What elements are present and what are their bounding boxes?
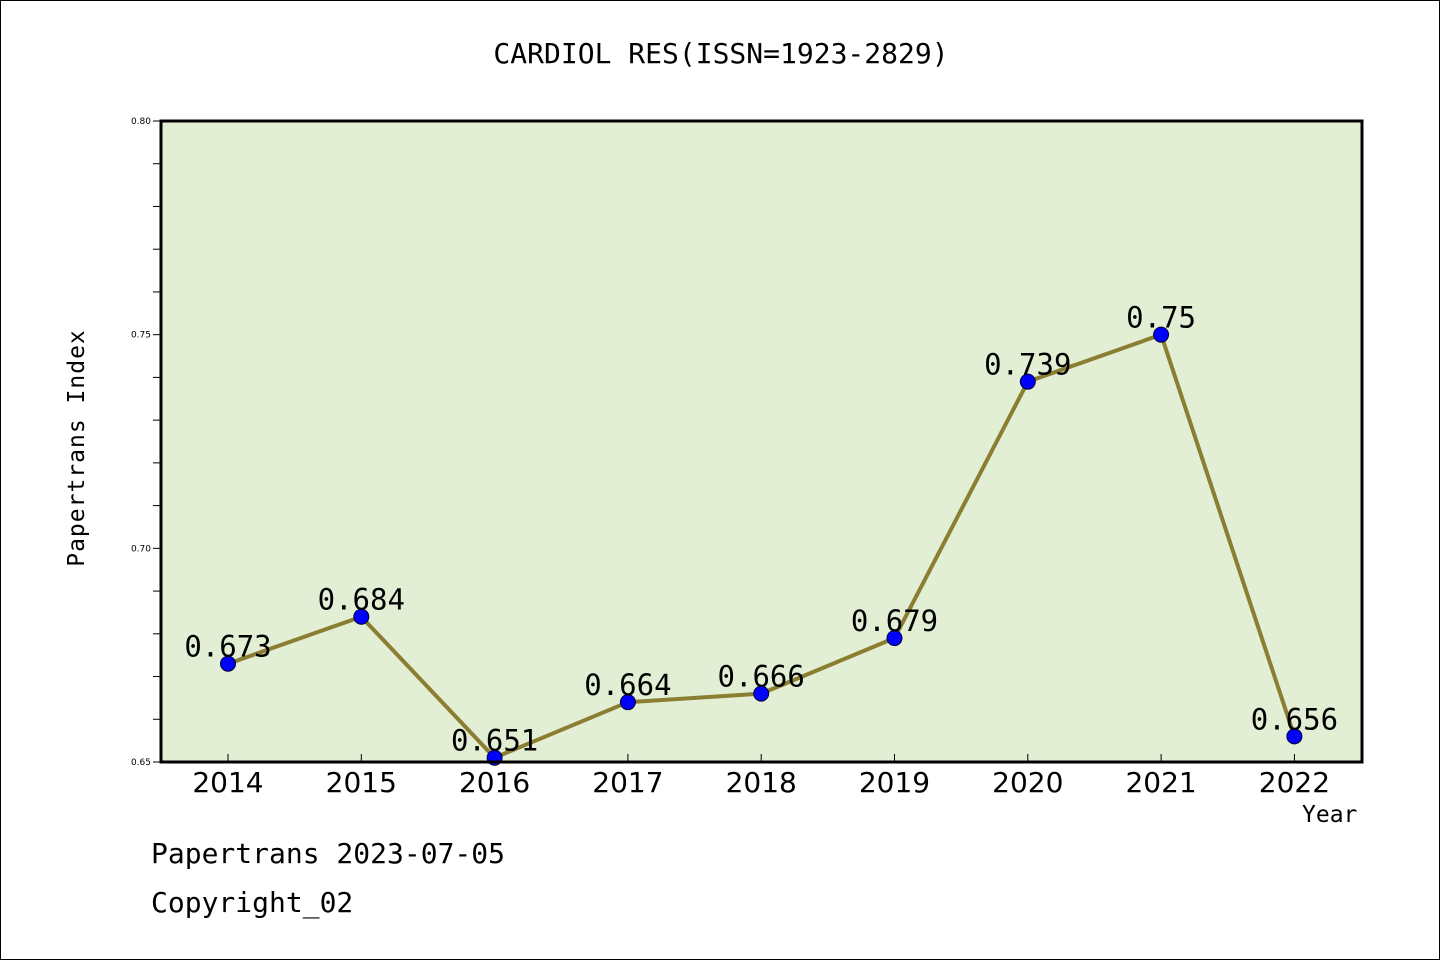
data-label: 0.739 — [984, 348, 1071, 382]
x-tick-label: 2014 — [192, 766, 263, 799]
x-tick-label: 2021 — [1125, 766, 1196, 799]
data-label: 0.684 — [318, 583, 405, 617]
y-tick-label: 0.75 — [131, 331, 151, 341]
chart-title: CARDIOL RES(ISSN=1923-2829) — [493, 37, 949, 70]
data-label: 0.673 — [184, 630, 271, 664]
data-point — [220, 655, 236, 672]
x-tick-label: 2016 — [459, 766, 530, 799]
data-point — [1019, 373, 1036, 390]
data-point — [1153, 326, 1170, 343]
data-point — [886, 630, 903, 647]
x-tick-label: 2015 — [326, 766, 397, 799]
data-label: 0.75 — [1126, 301, 1196, 335]
x-tick-label: 2020 — [992, 766, 1063, 799]
data-label: 0.664 — [584, 668, 671, 702]
data-label: 0.679 — [851, 604, 938, 638]
x-tick-label: 2018 — [726, 766, 797, 799]
footer-copyright: Copyright_02 — [151, 886, 354, 919]
x-axis-label: Year — [1302, 802, 1358, 828]
data-label: 0.656 — [1251, 702, 1338, 736]
data-point — [1286, 728, 1303, 745]
footer-date: Papertrans 2023-07-05 — [151, 837, 506, 870]
y-tick-label: 0.65 — [131, 758, 151, 768]
plot-frame — [159, 119, 1364, 764]
data-label: 0.651 — [451, 724, 538, 758]
y-tick-label: 0.70 — [131, 544, 151, 554]
data-label: 0.666 — [718, 660, 805, 694]
x-tick-label: 2019 — [859, 766, 930, 799]
data-point — [619, 694, 636, 711]
data-point — [753, 685, 770, 702]
y-tick-label: 0.80 — [131, 117, 151, 127]
x-tick-label: 2022 — [1259, 766, 1330, 799]
plot-area — [161, 121, 1362, 762]
x-tick-label: 2017 — [592, 766, 663, 799]
data-point — [353, 608, 370, 625]
